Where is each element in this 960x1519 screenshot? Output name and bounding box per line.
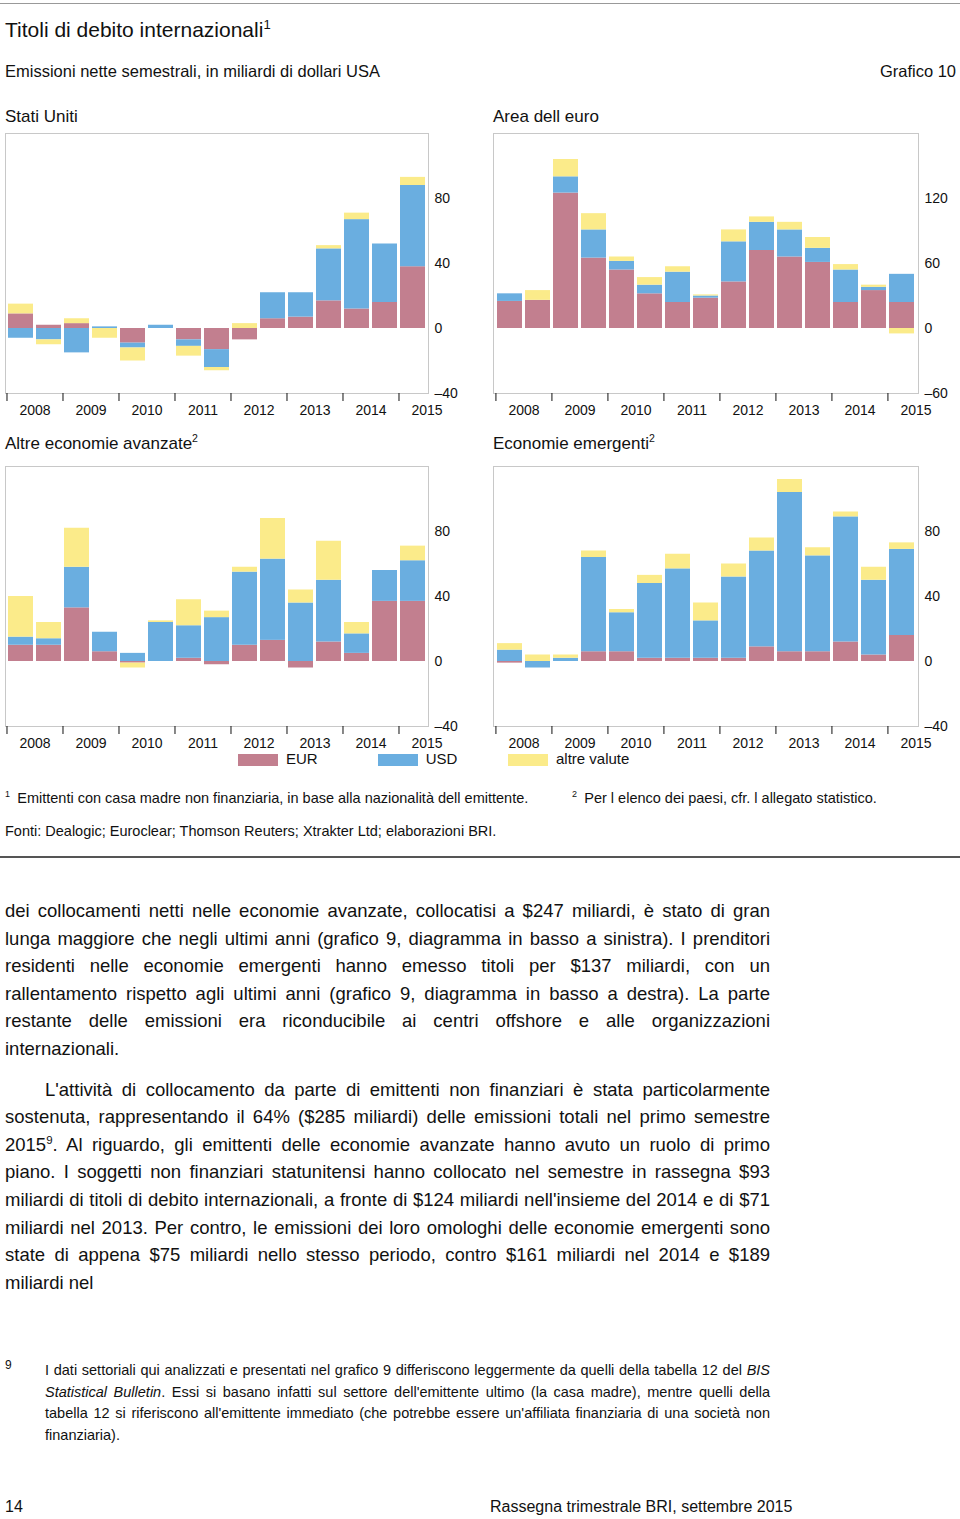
- html-text:Titoli di debito internazional: Titoli di debito internazionali1: [5, 17, 271, 41]
- svg-text:0: 0: [435, 653, 443, 669]
- svg-text:0: 0: [925, 653, 933, 669]
- svg-text:2008: 2008: [508, 735, 539, 751]
- svg-text:2008: 2008: [19, 735, 50, 751]
- svg-text:80: 80: [925, 523, 941, 539]
- svg-text:2011: 2011: [677, 402, 707, 418]
- svg-text:0: 0: [925, 320, 933, 336]
- svg-text:2011: 2011: [188, 735, 218, 751]
- svg-text:120: 120: [925, 190, 949, 206]
- svg-text:2013: 2013: [299, 735, 330, 751]
- svg-text:2012: 2012: [732, 735, 763, 751]
- svg-text:2014: 2014: [355, 735, 386, 751]
- html-text:I dati settoriali qui analizza: I dati settoriali qui analizzati e prese…: [45, 1362, 770, 1443]
- svg-text:2013: 2013: [299, 402, 330, 418]
- html-text:1Emittenti con casa madre non: 1Emittenti con casa madre non finanziari…: [5, 789, 529, 806]
- html-text:9. Al riguardo, gli emittenti: 9. Al riguardo, gli emittenti delle econ…: [5, 1133, 770, 1293]
- svg-text:40: 40: [435, 255, 451, 271]
- html-text:Emissioni nette semestrali, in: Emissioni nette semestrali, in miliardi …: [5, 62, 380, 80]
- svg-text:2009: 2009: [75, 735, 106, 751]
- svg-text:–40: –40: [925, 718, 949, 734]
- html-text:EUR: EUR: [286, 750, 318, 767]
- svg-text:2008: 2008: [19, 402, 50, 418]
- svg-text:2009: 2009: [75, 402, 106, 418]
- svg-text:2009: 2009: [564, 735, 595, 751]
- svg-text:2010: 2010: [620, 735, 651, 751]
- svg-text:–60: –60: [925, 385, 949, 401]
- svg-text:2012: 2012: [732, 402, 763, 418]
- svg-text:2015: 2015: [900, 402, 931, 418]
- svg-text:2010: 2010: [131, 735, 162, 751]
- svg-text:2013: 2013: [788, 402, 819, 418]
- svg-text:2010: 2010: [131, 402, 162, 418]
- html-text:14: 14: [5, 1498, 23, 1515]
- svg-text:2014: 2014: [355, 402, 386, 418]
- html-text:Stati Uniti: Stati Uniti: [5, 107, 78, 126]
- html-text:Area dell euro: Area dell euro: [493, 107, 599, 126]
- svg-text:2013: 2013: [788, 735, 819, 751]
- svg-text:2015: 2015: [900, 735, 931, 751]
- html-text:Fonti: Dealogic; Euroclear; Th: Fonti: Dealogic; Euroclear; Thomson Reut…: [5, 823, 497, 839]
- svg-text:–40: –40: [435, 385, 459, 401]
- html-text:altre valute: altre valute: [556, 750, 630, 767]
- html-text:2Per l elenco dei paesi, cfr.: 2Per l elenco dei paesi, cfr. l allegato…: [572, 789, 877, 806]
- html-text:9: 9: [5, 1358, 12, 1372]
- svg-text:80: 80: [435, 190, 451, 206]
- svg-text:2012: 2012: [243, 735, 274, 751]
- svg-text:80: 80: [435, 523, 451, 539]
- svg-text:2009: 2009: [564, 402, 595, 418]
- html-text:Rassegna trimestrale BRI, sett: Rassegna trimestrale BRI, settembre 2015: [490, 1498, 793, 1515]
- svg-text:2015: 2015: [411, 402, 442, 418]
- html-text:L'attività di collocamento da: L'attività di collocamento da parte di e…: [5, 1078, 770, 1155]
- svg-text:2015: 2015: [411, 735, 442, 751]
- svg-text:2014: 2014: [844, 735, 875, 751]
- svg-text:2010: 2010: [620, 402, 651, 418]
- svg-text:2014: 2014: [844, 402, 875, 418]
- html-text:Altre economie avanzate2: Altre economie avanzate2: [5, 432, 198, 453]
- html-text:dei collocamenti netti nelle e: dei collocamenti netti nelle economie av…: [5, 900, 770, 1059]
- svg-text:2012: 2012: [243, 402, 274, 418]
- svg-text:2011: 2011: [677, 735, 707, 751]
- svg-text:60: 60: [925, 255, 941, 271]
- svg-text:2011: 2011: [188, 402, 218, 418]
- svg-text:40: 40: [435, 588, 451, 604]
- svg-text:0: 0: [435, 320, 443, 336]
- svg-text:–40: –40: [435, 718, 459, 734]
- html-text:Economie emergenti2: Economie emergenti2: [493, 432, 655, 453]
- svg-text:2008: 2008: [508, 402, 539, 418]
- svg-text:40: 40: [925, 588, 941, 604]
- html-text:USD: USD: [425, 750, 458, 767]
- html-text:Grafico 10: Grafico 10: [879, 62, 956, 80]
